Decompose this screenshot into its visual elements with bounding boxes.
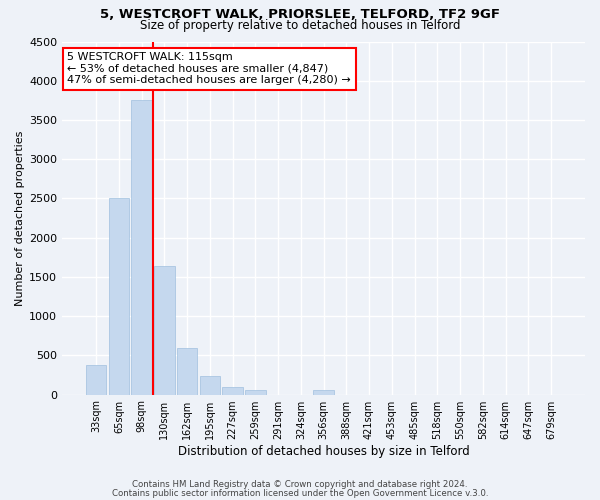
Text: Contains HM Land Registry data © Crown copyright and database right 2024.: Contains HM Land Registry data © Crown c… [132,480,468,489]
Bar [86,365,106,394]
Bar [177,348,197,395]
Bar [223,386,243,394]
Text: Size of property relative to detached houses in Telford: Size of property relative to detached ho… [140,18,460,32]
Bar [131,100,152,395]
Bar [245,390,266,394]
X-axis label: Distribution of detached houses by size in Telford: Distribution of detached houses by size … [178,444,469,458]
Text: 5 WESTCROFT WALK: 115sqm
← 53% of detached houses are smaller (4,847)
47% of sem: 5 WESTCROFT WALK: 115sqm ← 53% of detach… [67,52,351,86]
Text: 5, WESTCROFT WALK, PRIORSLEE, TELFORD, TF2 9GF: 5, WESTCROFT WALK, PRIORSLEE, TELFORD, T… [100,8,500,20]
Bar [154,266,175,394]
Bar [109,198,129,394]
Text: Contains public sector information licensed under the Open Government Licence v.: Contains public sector information licen… [112,488,488,498]
Y-axis label: Number of detached properties: Number of detached properties [15,130,25,306]
Bar [313,390,334,394]
Bar [200,376,220,394]
